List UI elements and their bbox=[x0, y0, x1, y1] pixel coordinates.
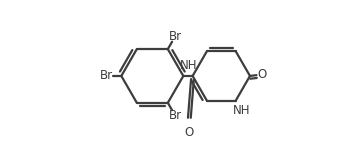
Text: O: O bbox=[184, 126, 193, 139]
Text: NH: NH bbox=[180, 59, 198, 72]
Text: Br: Br bbox=[100, 69, 113, 82]
Text: NH: NH bbox=[233, 104, 250, 117]
Text: Br: Br bbox=[169, 30, 182, 43]
Text: Br: Br bbox=[169, 109, 182, 122]
Text: O: O bbox=[258, 68, 267, 81]
